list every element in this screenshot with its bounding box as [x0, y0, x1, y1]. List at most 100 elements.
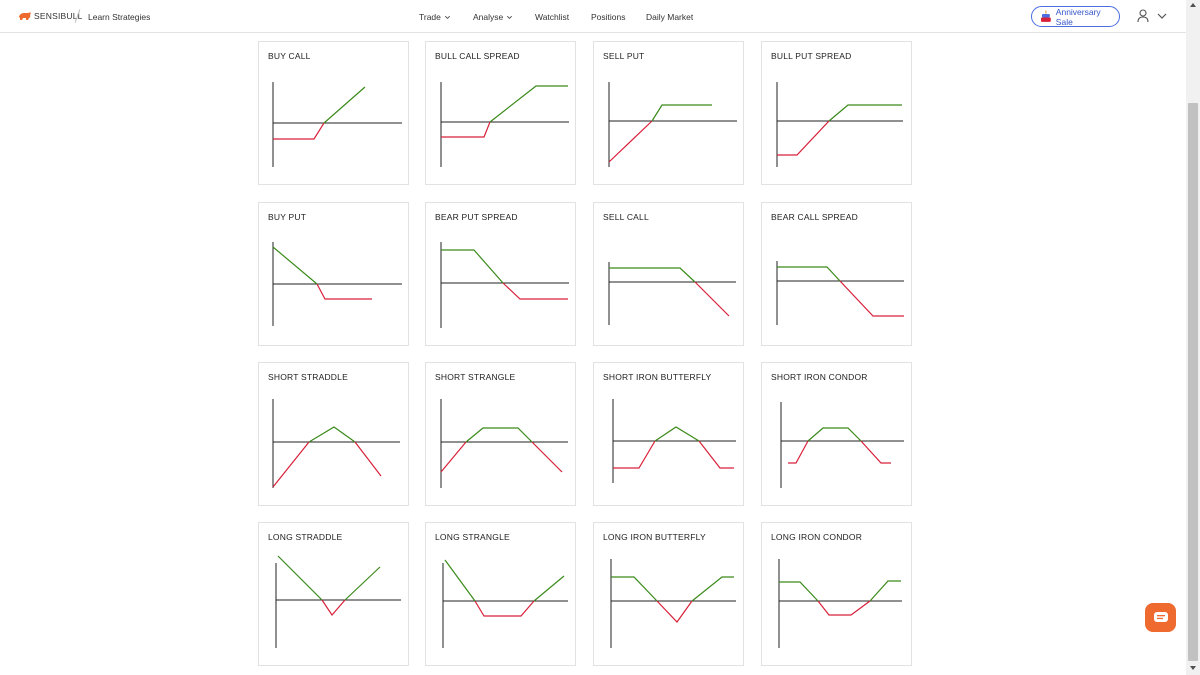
payoff-loss-line — [354, 441, 382, 477]
payoff-loss-line — [860, 440, 891, 464]
strategy-card-bear-put-spread[interactable]: BEAR PUT SPREAD — [425, 202, 576, 346]
payoff-profit-line — [691, 576, 734, 602]
strategy-card-title: BULL PUT SPREAD — [771, 51, 852, 61]
strategy-card-buy-call[interactable]: BUY CALL — [258, 41, 409, 185]
anniversary-sale-label: Anniversary Sale — [1055, 6, 1101, 27]
payoff-loss-line — [608, 120, 653, 163]
payoff-diagram — [780, 402, 904, 488]
payoff-profit-line — [272, 246, 318, 285]
scroll-up-arrow-icon[interactable] — [1190, 2, 1196, 8]
strategy-card-title: LONG IRON CONDOR — [771, 532, 863, 542]
payoff-loss-line — [613, 440, 656, 469]
payoff-diagram — [272, 242, 402, 326]
strategy-card-title: BUY CALL — [268, 51, 311, 61]
payoff-diagram — [440, 399, 568, 488]
strategy-card-long-strangle[interactable]: LONG STRANGLE — [425, 522, 576, 666]
breadcrumb-learn-strategies[interactable]: Learn Strategies — [88, 12, 151, 22]
user-menu[interactable] — [1136, 8, 1170, 24]
payoff-profit-line — [869, 580, 901, 602]
payoff-loss-line — [321, 599, 346, 616]
strategy-card-bull-put-spread[interactable]: BULL PUT SPREAD — [761, 41, 912, 185]
brand-name: SENSIBULL — [34, 11, 83, 21]
payoff-profit-line — [807, 427, 862, 442]
strategy-card-short-straddle[interactable]: SHORT STRADDLE — [258, 362, 409, 506]
payoff-loss-line — [502, 282, 568, 300]
payoff-loss-line — [474, 600, 535, 617]
payoff-diagram — [272, 399, 400, 488]
chevron-down-icon — [507, 15, 513, 19]
anniversary-sale-button[interactable]: Anniversary Sale — [1031, 6, 1120, 27]
payoff-loss-line — [440, 441, 467, 473]
strategy-card-title: BEAR PUT SPREAD — [435, 212, 518, 222]
strategy-card-title: SHORT IRON CONDOR — [771, 372, 868, 382]
payoff-loss-line — [788, 440, 809, 464]
nav-analyse[interactable]: Analyse — [473, 12, 513, 22]
nav-positions[interactable]: Positions — [591, 12, 626, 22]
payoff-loss-line — [441, 121, 491, 138]
strategy-card-title: SELL CALL — [603, 212, 649, 222]
strategy-card-short-strangle[interactable]: SHORT STRANGLE — [425, 362, 576, 506]
nav-watchlist[interactable]: Watchlist — [535, 12, 569, 22]
payoff-loss-line — [272, 441, 310, 488]
payoff-profit-line — [323, 86, 366, 124]
scrollbar-thumb[interactable] — [1188, 103, 1198, 661]
payoff-profit-line — [611, 576, 658, 602]
payoff-loss-line — [694, 281, 730, 317]
bull-logo-icon — [19, 12, 31, 20]
payoff-profit-line — [777, 266, 841, 282]
page-scrollbar[interactable] — [1186, 0, 1200, 675]
nav-watchlist-label: Watchlist — [535, 12, 570, 22]
chevron-down-icon — [444, 15, 450, 19]
nav-daily-market-label: Daily Market — [646, 12, 694, 22]
cake-icon — [1040, 10, 1051, 22]
brand-logo-link[interactable]: SENSIBULL — [18, 11, 83, 21]
nav-positions-label: Positions — [591, 12, 626, 22]
payoff-loss-line — [531, 441, 563, 473]
user-icon — [1137, 9, 1149, 23]
strategy-card-title: LONG STRANGLE — [435, 532, 510, 542]
payoff-loss-line — [839, 280, 904, 317]
payoff-profit-line — [441, 249, 504, 284]
payoff-diagram — [272, 82, 402, 167]
nav-trade[interactable]: Trade — [419, 12, 451, 22]
chat-button[interactable] — [1145, 603, 1176, 632]
strategy-card-bull-call-spread[interactable]: BULL CALL SPREAD — [425, 41, 576, 185]
payoff-loss-line — [316, 283, 372, 300]
strategy-card-title: LONG STRADDLE — [268, 532, 343, 542]
payoff-diagram — [776, 82, 903, 167]
nav-daily-market[interactable]: Daily Market — [646, 12, 693, 22]
payoff-profit-line — [654, 426, 700, 442]
payoff-diagram — [608, 262, 736, 325]
payoff-diagram — [612, 399, 736, 483]
strategy-card-short-iron-butterfly[interactable]: SHORT IRON BUTTERFLY — [593, 362, 744, 506]
strategy-card-sell-put[interactable]: SELL PUT — [593, 41, 744, 185]
nav-analyse-label: Analyse — [473, 12, 504, 22]
payoff-profit-line — [277, 555, 323, 601]
top-navigation-bar: SENSIBULL Learn Strategies Trade Analyse… — [0, 0, 1186, 33]
payoff-diagram — [440, 82, 569, 167]
strategy-card-short-iron-condor[interactable]: SHORT IRON CONDOR — [761, 362, 912, 506]
payoff-loss-line — [777, 120, 830, 156]
payoff-diagram — [440, 242, 569, 328]
strategy-card-bear-call-spread[interactable]: BEAR CALL SPREAD — [761, 202, 912, 346]
payoff-profit-line — [465, 427, 533, 443]
strategy-card-sell-call[interactable]: SELL CALL — [593, 202, 744, 346]
payoff-diagram — [610, 559, 736, 648]
strategy-card-long-straddle[interactable]: LONG STRADDLE — [258, 522, 409, 666]
strategy-card-title: BUY PUT — [268, 212, 307, 222]
nav-trade-label: Trade — [419, 12, 441, 22]
payoff-profit-line — [308, 426, 356, 443]
strategy-card-long-iron-condor[interactable]: LONG IRON CONDOR — [761, 522, 912, 666]
payoff-loss-line — [698, 440, 734, 469]
strategy-card-title: SHORT STRANGLE — [435, 372, 516, 382]
strategy-card-long-iron-butterfly[interactable]: LONG IRON BUTTERFLY — [593, 522, 744, 666]
payoff-profit-line — [533, 575, 565, 602]
payoff-diagram — [776, 261, 904, 325]
payoff-profit-line — [779, 581, 819, 602]
scroll-down-arrow-icon[interactable] — [1190, 665, 1196, 671]
payoff-loss-line — [656, 600, 693, 623]
strategy-card-title: SHORT STRADDLE — [268, 372, 348, 382]
strategy-card-buy-put[interactable]: BUY PUT — [258, 202, 409, 346]
payoff-loss-line — [273, 122, 325, 140]
strategy-card-title: SHORT IRON BUTTERFLY — [603, 372, 712, 382]
